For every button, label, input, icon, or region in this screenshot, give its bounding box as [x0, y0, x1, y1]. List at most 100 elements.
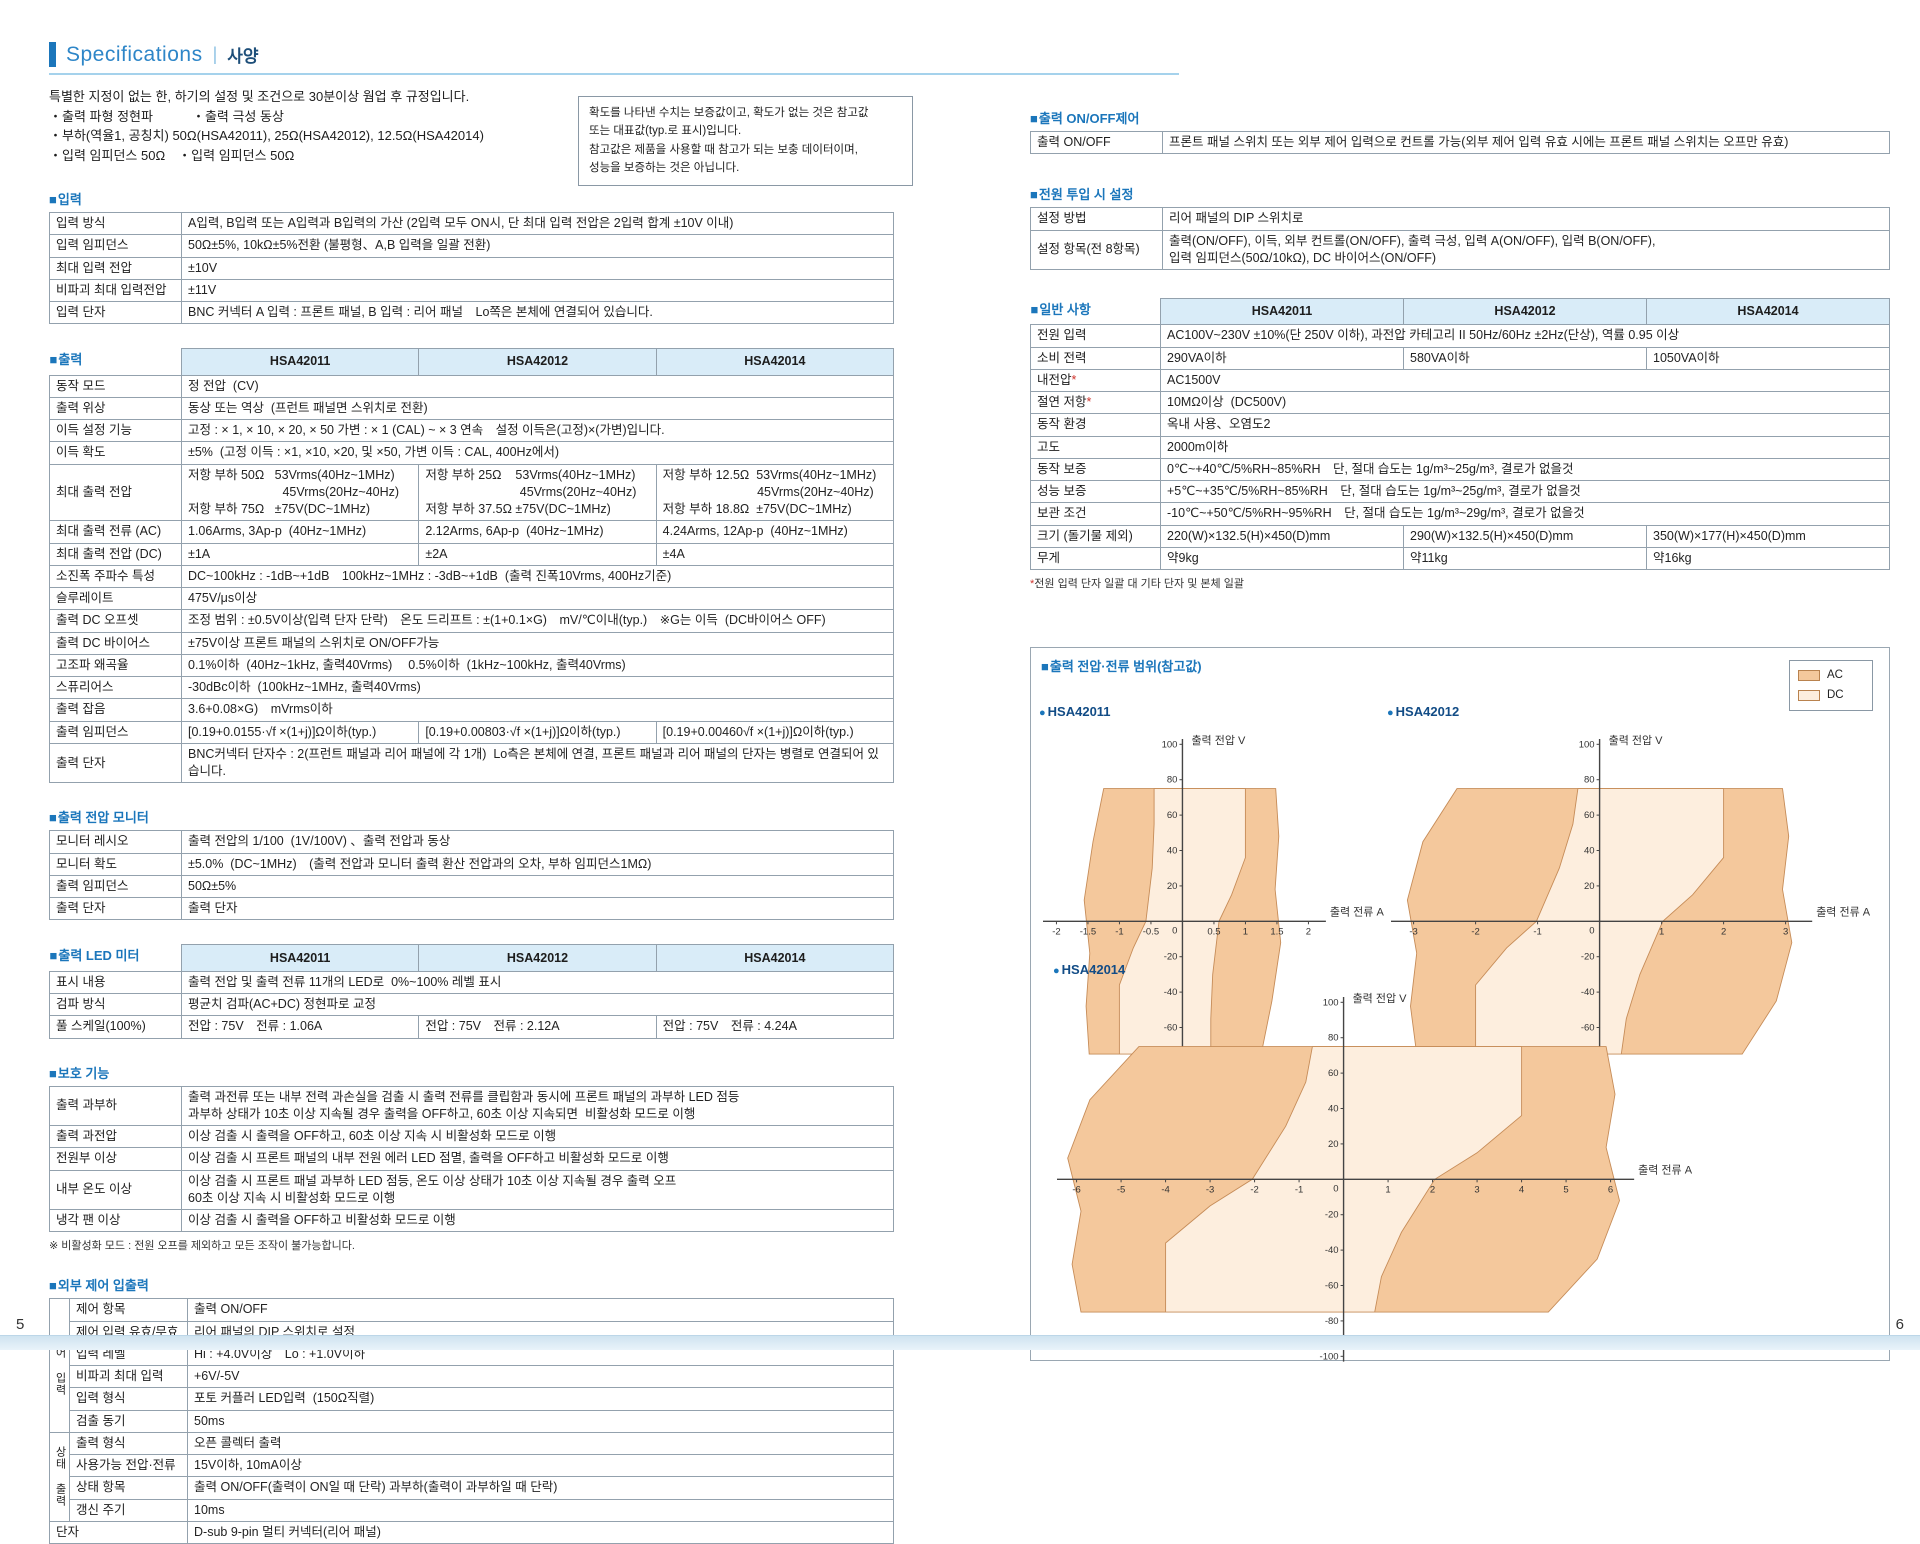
y-tick-label: -20	[1325, 1210, 1339, 1221]
protection-section-table: 출력 과부하 출력 과전류 또는 내부 전력 과손실을 검출 시 출력 전류를 클…	[49, 1085, 894, 1233]
table-row: 동작 보증 0℃~+40℃/5%RH~85%RH 단, 절대 습도는 1g/m³~…	[1030, 457, 1890, 482]
table-row: 최대 입력 전압 ±10V	[49, 256, 894, 280]
left-sections: ■입력 입력 방식 A입력, B입력 또는 A입력과 B입력의 가산 (2입력 모두…	[49, 189, 895, 1544]
cell-text: 475V/μs이상	[188, 591, 258, 606]
cell-text: 정 전압 (CV)	[188, 378, 259, 393]
y-tick-label: -40	[1164, 987, 1178, 998]
row-label: 동작 보증	[1030, 457, 1161, 482]
cell-text: 290(W)×132.5(H)×450(D)mm	[1410, 528, 1574, 543]
cell-text: 50Ω±5%, 10kΩ±5%전환 (불평형、A,B 입력을 일괄 전환)	[188, 238, 491, 253]
cell-text: 45Vrms(20Hz~40Hz)	[662, 484, 874, 499]
row-value: 이상 검출 시 프론트 패널의 내부 전원 에러 LED 점멸, 출력을 OFF…	[181, 1147, 894, 1171]
cell-text: 저항 부하 37.5Ω ±75V(DC~1MHz)	[425, 502, 611, 517]
cell-text: ±5% (고정 이득 : ×1, ×10, ×20, 및 ×50, 가변 이득 …	[188, 445, 559, 460]
row-label: 고조파 왜곡율	[49, 653, 182, 678]
cell-text: 출력 단자	[188, 901, 238, 916]
row-label: 제어 항목	[69, 1298, 188, 1322]
table-row: 출력 잡음 3.6+0.08×G) mVrms이하	[49, 698, 894, 722]
y-tick-label: 40	[1328, 1104, 1339, 1115]
table-row: 전원 입력 AC100V~230V ±10%(단 250V 이하), 과전압 카테…	[1030, 324, 1890, 348]
row-label: 표시 내용	[49, 970, 182, 995]
row-value-span: AC1500V	[1160, 368, 1890, 393]
row-value: 저항 부하 25Ω 53Vrms(40Hz~1MHz) 45Vrms(20Hz~…	[418, 463, 657, 522]
x-tick-label: -0.5	[1143, 926, 1159, 937]
y-tick-label: 100	[1162, 739, 1178, 750]
cell-text: 약11kg	[1410, 550, 1448, 565]
cell-text: 저항 부하 25Ω 53Vrms(40Hz~1MHz)	[425, 467, 636, 482]
chart-hsa42014: ● HSA42014 -6 -5 -4 -3 -2 -1 1 2 3 4 5 6 -100 -80 -60 -40…	[1053, 962, 1704, 1383]
y-tick-label: 80	[1328, 1033, 1339, 1044]
legend-item-ac: AC	[1798, 666, 1864, 686]
row-label: 모니터 레시오	[49, 830, 182, 854]
y-tick-label: -60	[1325, 1281, 1339, 1292]
footnote-text: 전원 입력 단자 일괄 대 기타 단자 및 본체 일괄	[1034, 578, 1244, 591]
row-label: 검출 동기	[69, 1409, 188, 1433]
cell-text: 오픈 콜렉터 출력	[194, 1435, 282, 1450]
section-bullet: ■	[49, 1278, 57, 1294]
cell-text: ±10V	[188, 260, 218, 275]
section-title-text: 출력 LED 미터	[58, 947, 140, 963]
y-tick-label: -80	[1325, 1316, 1339, 1327]
row-value-span: 0.1%이하 (40Hz~1kHz, 출력40Vrms) 0.5%이하 (1kH…	[181, 653, 894, 678]
column-header-model: HSA42014	[655, 944, 895, 972]
table-row: 성능 보증 +5℃~+35℃/5%RH~85%RH 단, 절대 습도는 1g/m³…	[1030, 480, 1890, 504]
x-axis-title: 출력 전류 A	[1638, 1163, 1693, 1176]
note-line: 참고값은 제품을 사용할 때 참고가 되는 보충 데이터이며,	[589, 143, 858, 156]
general-section: ■일반 사항 HSA42011 HSA42012 HSA42014 전원 입력 AC100…	[1030, 297, 1890, 591]
vi-range-chart: -2-1.5-1-0.50.511.52-100-80-60-40-202040…	[1043, 734, 1384, 1104]
input-section: ■입력 입력 방식 A입력, B입력 또는 A입력과 B입력의 가산 (2입력 모두…	[49, 189, 894, 325]
table-row: 설정 방법 리어 패널의 DIP 스위치로	[1030, 207, 1890, 231]
row-label: 설정 항목(전 8항목)	[1030, 229, 1163, 270]
row-label: 출력 단자	[49, 742, 182, 784]
output-section: ■출력 HSA42011 HSA42012 HSA42014 동작 모드 정 전압 (CV…	[49, 348, 895, 784]
cell-text: [0.19+0.00803·√f ×(1+j)]Ω이하(typ.)	[425, 724, 621, 739]
row-value: 이상 검출 시 출력을 OFF하고, 60초 이상 지속 시 비활성화 모드로 …	[181, 1125, 894, 1149]
y-tick-label: 20	[1328, 1139, 1339, 1150]
y-axis-title: 출력 전압 V	[1609, 734, 1664, 747]
header-divider: |	[212, 44, 218, 64]
cell-text: ±1A	[188, 546, 211, 561]
intro-line: ・출력 파형 정현파 ・출력 극성 동상	[49, 108, 284, 124]
header-row: ■출력 HSA42011 HSA42012 HSA42014	[49, 348, 895, 376]
row-value-span: 정 전압 (CV)	[181, 374, 894, 398]
y-tick-label: 80	[1167, 775, 1178, 786]
column-header-model: HSA42012	[418, 944, 657, 972]
x-tick-label: -3	[1409, 926, 1417, 937]
row-value-span: 3.6+0.08×G) mVrms이하	[181, 698, 894, 722]
output-range-charts-box: ■출력 전압·전류 범위(참고값) AC DC ● HSA42011 -2 -1.5-…	[1030, 647, 1890, 1362]
intro-line: 특별한 지정이 없는 한, 하기의 설정 및 조건으로 30분이상 웜업 후 규…	[49, 89, 470, 104]
row-value: D-sub 9-pin 멀티 커넥터(리어 패널)	[187, 1520, 894, 1544]
row-value-span: 고정 : × 1, × 10, × 20, × 50 가변 : × 1 (CAL…	[181, 419, 894, 443]
note-line: 확도를 나타낸 수치는 보증값이고, 확도가 없는 것은 참고값	[589, 107, 869, 119]
cell-text: 리어 패널의 DIP 스위치로	[1169, 211, 1304, 226]
page-header: Specifications | 사양	[49, 42, 1179, 75]
table-row: 내부 온도 이상 이상 검출 시 프론트 패널 과부하 LED 점등, 온도 이상…	[49, 1169, 894, 1211]
table-row: 절연 저항* 10MΩ이상 (DC500V)	[1030, 391, 1890, 415]
row-value: 포토 커플러 LED입력 (150Ω직렬)	[187, 1387, 894, 1411]
table-row: 검파 방식 평균치 검파(AC+DC) 정현파로 교정	[49, 993, 894, 1017]
row-value-span: 동상 또는 역상 (프런트 패널면 스위치로 전환)	[181, 396, 894, 421]
general-section-table: ■일반 사항 HSA42011 HSA42012 HSA42014 전원 입력 AC100…	[1030, 297, 1890, 571]
x-tick-label: -1	[1115, 926, 1123, 937]
cell-text: 포토 커플러 LED입력 (150Ω직렬)	[194, 1391, 375, 1406]
legend-label-ac: AC	[1827, 669, 1843, 682]
cell-text: ±2A	[425, 546, 448, 561]
cell-text: 전압 : 75V 전류 : 4.24A	[662, 1019, 797, 1034]
row-value-span: 10MΩ이상 (DC500V)	[1160, 391, 1890, 415]
row-value: 저항 부하 12.5Ω 53Vrms(40Hz~1MHz) 45Vrms(20H…	[655, 463, 895, 522]
cell-text: 이상 검출 시 출력을 OFF하고, 60초 이상 지속 시 비활성화 모드로 …	[188, 1129, 557, 1144]
y-tick-label: 100	[1579, 739, 1595, 750]
x-tick-label: 1.5	[1270, 926, 1283, 937]
cell-text: -30dBc이하 (100kHz~1MHz, 출력40Vrms)	[188, 680, 421, 695]
table-row: 출력 과부하 출력 과전류 또는 내부 전력 과손실을 검출 시 출력 전류를 클…	[49, 1085, 894, 1127]
cell-text: 출력 전압 및 출력 전류 11개의 LED로 0%~100% 레벨 표시	[188, 974, 502, 989]
cell-text: BNC커넥터 단자수 : 2(프런트 패널과 리어 패널에 각 1개) Lo측은…	[188, 746, 879, 779]
y-tick-label: 20	[1167, 881, 1178, 892]
y-axis-title: 출력 전압 V	[1191, 734, 1246, 747]
x-tick-label: -3	[1206, 1184, 1214, 1195]
row-value-span: 조정 범위 : ±0.5V이상(입력 단자 단락) 온도 드리프트 : ±(1+…	[181, 609, 894, 633]
section-title: ■전원 투입 시 설정	[1030, 184, 1890, 203]
output-onoff-section: ■출력 ON/OFF제어 출력 ON/OFF 프론트 패널 스위치 또는 외부 제어…	[1030, 108, 1890, 155]
red-asterisk: *	[1086, 395, 1092, 410]
cell-text: 전압 : 75V 전류 : 1.06A	[188, 1019, 323, 1034]
